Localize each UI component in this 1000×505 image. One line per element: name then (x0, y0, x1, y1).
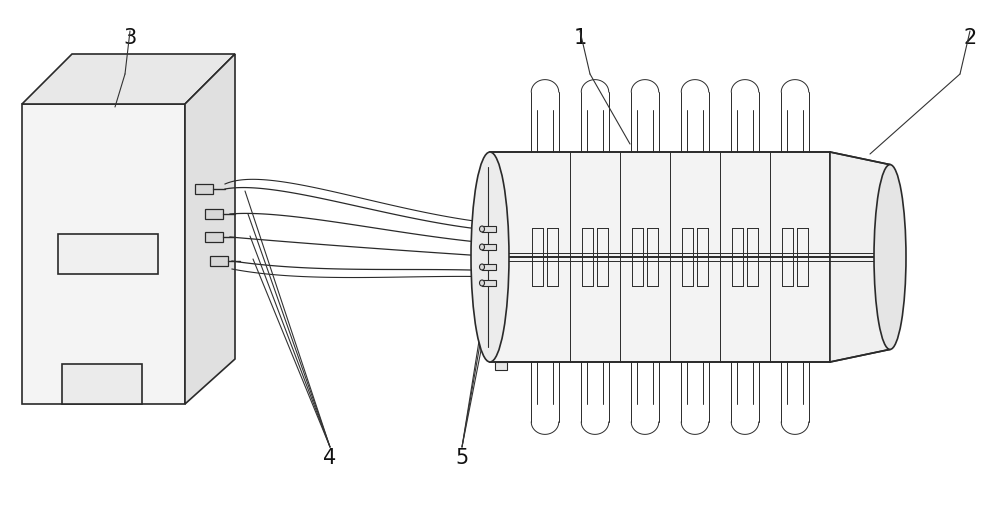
Bar (58, 234, 158, 274)
Text: 2: 2 (963, 28, 977, 48)
Bar (495, 362, 507, 370)
Bar (482, 280, 496, 286)
Bar (482, 227, 496, 232)
Ellipse shape (471, 153, 509, 362)
Ellipse shape (480, 244, 484, 250)
Text: 3: 3 (123, 28, 137, 48)
Text: 4: 4 (323, 447, 337, 467)
Ellipse shape (480, 265, 484, 271)
Bar (205, 210, 223, 220)
Bar (62, 364, 142, 404)
Bar (195, 185, 213, 194)
Ellipse shape (480, 280, 484, 286)
Bar (482, 244, 496, 250)
Bar (210, 257, 228, 267)
Ellipse shape (874, 165, 906, 349)
Text: 5: 5 (455, 447, 469, 467)
Ellipse shape (480, 227, 484, 232)
Bar (22, 105, 185, 404)
Bar (482, 265, 496, 271)
Polygon shape (22, 55, 235, 105)
Polygon shape (185, 55, 235, 404)
Text: 1: 1 (573, 28, 587, 48)
Polygon shape (830, 153, 890, 362)
Bar (205, 232, 223, 242)
Bar (490, 153, 830, 362)
